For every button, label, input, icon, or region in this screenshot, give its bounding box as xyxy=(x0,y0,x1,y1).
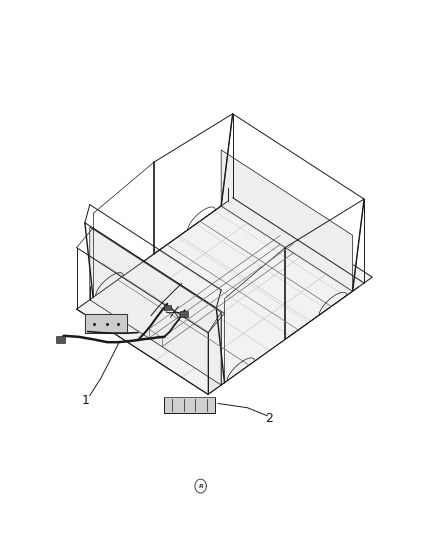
Bar xyxy=(56,336,65,343)
Polygon shape xyxy=(77,192,372,394)
Polygon shape xyxy=(208,312,221,394)
Bar xyxy=(164,305,171,310)
Polygon shape xyxy=(90,227,221,385)
Text: R: R xyxy=(198,483,204,489)
Text: 1: 1 xyxy=(81,394,89,407)
Text: 2: 2 xyxy=(265,412,273,425)
Bar xyxy=(180,311,188,317)
Polygon shape xyxy=(221,150,353,291)
Polygon shape xyxy=(85,314,127,333)
Bar xyxy=(164,397,215,413)
